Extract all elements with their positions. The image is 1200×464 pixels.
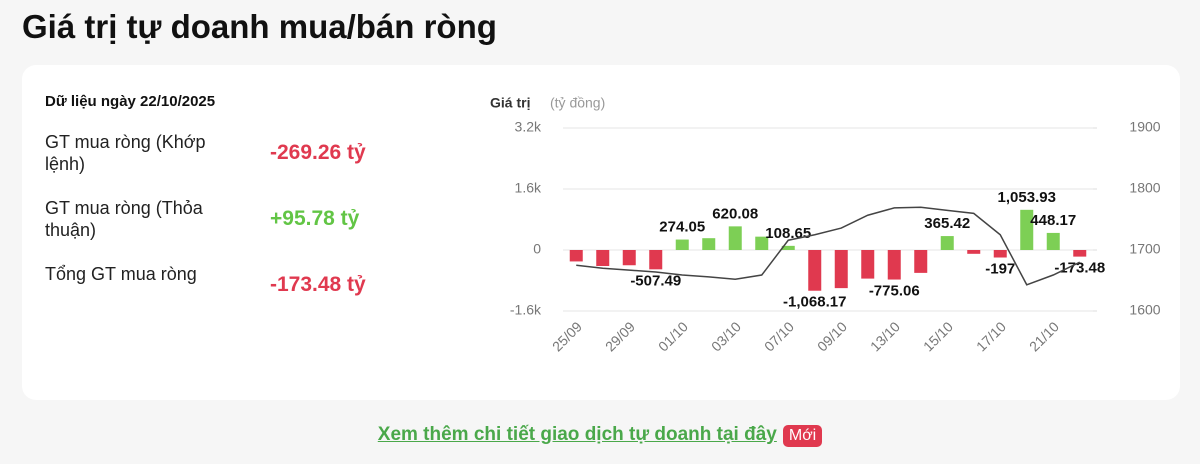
y2-tick-label: 1900 <box>1129 119 1160 135</box>
y-tick-label: -1.6k <box>510 302 542 318</box>
bar <box>702 238 716 250</box>
y2-tick-label: 1600 <box>1129 302 1160 318</box>
date-label: Dữ liệu ngày 22/10/2025 <box>45 93 216 110</box>
value-label: -775.06 <box>869 283 920 300</box>
bar <box>993 250 1007 258</box>
y-tick-label: 0 <box>533 241 541 257</box>
bar <box>675 239 689 250</box>
y-tick-label: 3.2k <box>515 119 542 135</box>
bar <box>596 250 610 267</box>
bar <box>1046 232 1060 250</box>
detail-link[interactable]: Xem thêm chi tiết giao dịch tự doanh tại… <box>377 424 777 445</box>
bar <box>940 236 954 250</box>
value-label: 448.17 <box>1030 212 1076 229</box>
value-label: 620.08 <box>712 205 758 222</box>
value-label: 274.05 <box>659 219 705 236</box>
summary-label: Tổng GT mua ròng <box>45 264 197 284</box>
summary-label: GT mua ròng (Thỏa thuận) <box>45 198 203 240</box>
y-axis-label: Giá trị <box>490 95 530 111</box>
x-tick-label: 17/10 <box>973 318 1009 354</box>
card: Dữ liệu ngày 22/10/2025 GT mua ròng (Khớ… <box>22 65 1180 400</box>
footer: Xem thêm chi tiết giao dịch tự doanh tại… <box>0 424 1200 447</box>
x-tick-label: 25/09 <box>549 318 585 354</box>
value-label: 365.42 <box>924 215 970 232</box>
bar <box>861 250 875 279</box>
value-label: 1,053.93 <box>998 189 1056 206</box>
value-label: -1,068.17 <box>783 294 846 311</box>
bar <box>649 250 663 270</box>
x-tick-label: 21/10 <box>1026 318 1062 354</box>
bar <box>755 236 769 250</box>
bar <box>834 250 848 289</box>
x-tick-label: 15/10 <box>920 318 956 354</box>
x-tick-label: 01/10 <box>655 318 691 354</box>
y-tick-label: 1.6k <box>515 180 542 196</box>
y-axis-unit: (tỷ đồng) <box>550 95 605 111</box>
value-label: 108.65 <box>765 225 811 242</box>
value-label: -507.49 <box>630 272 681 289</box>
bar <box>1020 209 1034 250</box>
y2-tick-label: 1800 <box>1129 180 1160 196</box>
bar <box>967 250 981 254</box>
bar <box>1073 250 1087 257</box>
line <box>576 206 1081 286</box>
x-tick-label: 13/10 <box>867 318 903 354</box>
summary-value: -269.26 tỷ <box>270 141 366 164</box>
value-label: -197 <box>985 260 1015 277</box>
bar <box>887 250 901 280</box>
summary-label: GT mua ròng (Khớp lệnh) <box>45 132 206 174</box>
bar <box>622 250 636 266</box>
summary-value: +95.78 tỷ <box>270 207 360 230</box>
summary-value: -173.48 tỷ <box>270 273 366 296</box>
x-tick-label: 09/10 <box>814 318 850 354</box>
page-title: Giá trị tự doanh mua/bán ròng <box>22 8 497 45</box>
bar <box>569 250 583 262</box>
x-tick-label: 29/09 <box>602 318 638 354</box>
bar <box>808 250 822 291</box>
bar <box>914 250 928 273</box>
chart: Giá trị (tỷ đồng) -1.6k 0 1.6k 3.2k 1600 1700… <box>490 95 1161 355</box>
bar <box>781 245 795 250</box>
value-label: -173.48 <box>1054 260 1105 277</box>
x-tick-label: 07/10 <box>761 318 797 354</box>
new-badge: Mới <box>782 425 823 447</box>
x-tick-label: 03/10 <box>708 318 744 354</box>
y2-tick-label: 1700 <box>1129 241 1160 257</box>
bar <box>728 226 742 250</box>
